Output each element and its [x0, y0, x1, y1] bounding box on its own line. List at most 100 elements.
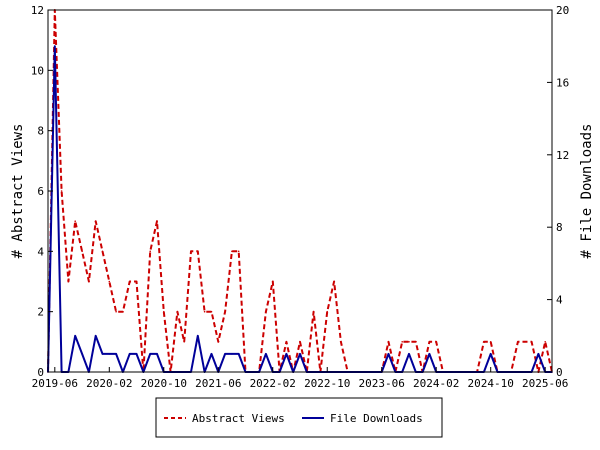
- data-point-abstract-views: [237, 250, 240, 253]
- y-left-tick-label: 12: [31, 4, 44, 17]
- data-point-abstract-views: [197, 250, 199, 253]
- data-point-abstract-views: [128, 280, 131, 283]
- y-left-tick-label: 6: [37, 185, 44, 198]
- y-right-tick-label: 4: [556, 294, 563, 307]
- data-point-abstract-views: [530, 341, 533, 343]
- data-point-abstract-views: [387, 341, 390, 343]
- data-point-file-downloads: [387, 353, 390, 355]
- y-right-tick-label: 12: [556, 149, 569, 162]
- data-point-abstract-views: [224, 310, 226, 313]
- data-point-abstract-views: [401, 341, 404, 343]
- data-point-abstract-views: [94, 220, 97, 222]
- legend-box: [155, 397, 443, 438]
- data-point-abstract-views: [428, 341, 431, 343]
- data-point-abstract-views: [312, 310, 315, 313]
- x-tick-label: 2022-02: [250, 377, 296, 390]
- data-point-file-downloads: [149, 353, 151, 355]
- data-point-abstract-views: [74, 220, 76, 222]
- legend-label-abstract-views: Abstract Views: [192, 412, 285, 425]
- data-point-file-downloads: [74, 335, 76, 337]
- x-tick-label: 2025-06: [522, 377, 568, 390]
- data-point-abstract-views: [163, 310, 165, 313]
- data-point-abstract-views: [217, 341, 220, 343]
- data-point-file-downloads: [285, 353, 288, 355]
- y-left-axis-title: # Abstract Views: [10, 124, 26, 259]
- x-tick-label: 2024-02: [413, 377, 459, 390]
- data-point-abstract-views: [176, 310, 179, 313]
- data-point-abstract-views: [156, 220, 158, 222]
- y-right-tick-label: 16: [556, 76, 569, 89]
- x-tick-label: 2022-10: [304, 377, 350, 390]
- data-point-abstract-views: [544, 341, 546, 343]
- data-point-file-downloads: [81, 353, 83, 355]
- data-point-file-downloads: [265, 353, 267, 355]
- data-point-abstract-views: [203, 310, 206, 313]
- data-point-file-downloads: [108, 353, 111, 355]
- ticks-layer: 0 2 4 6 8 10 12 0 4 8 12 16 20 2019-06 2020-02 2020-10 2…: [31, 4, 570, 390]
- data-point-file-downloads: [128, 353, 131, 355]
- data-point-abstract-views: [101, 250, 104, 253]
- data-point-abstract-views: [524, 341, 526, 343]
- data-point-file-downloads: [237, 353, 240, 355]
- x-tick-label: 2020-02: [86, 377, 132, 390]
- data-point-abstract-views: [489, 341, 492, 343]
- data-point-abstract-views: [122, 310, 124, 313]
- y-left-tick-label: 0: [37, 366, 44, 379]
- y-right-tick-label: 20: [556, 4, 569, 17]
- x-tick-label: 2021-06: [195, 377, 241, 390]
- y-left-tick-label: 8: [37, 125, 44, 138]
- data-point-file-downloads: [156, 353, 158, 355]
- data-point-abstract-views: [231, 250, 233, 253]
- data-point-abstract-views: [183, 341, 185, 343]
- data-point-abstract-views: [340, 341, 342, 343]
- data-point-file-downloads: [299, 353, 301, 355]
- data-point-abstract-views: [190, 250, 192, 253]
- data-point-abstract-views: [210, 310, 213, 313]
- data-point-abstract-views: [326, 310, 329, 313]
- legend-label-file-downloads: File Downloads: [330, 412, 423, 425]
- data-point-file-downloads: [94, 335, 97, 337]
- y-left-tick-label: 4: [37, 245, 44, 258]
- data-point-file-downloads: [135, 353, 138, 355]
- data-point-abstract-views: [285, 341, 288, 343]
- y-left-tick-label: 2: [37, 306, 44, 319]
- data-point-abstract-views: [60, 190, 63, 192]
- x-tick-label: 2023-06: [359, 377, 405, 390]
- data-point-abstract-views: [272, 280, 274, 283]
- data-point-file-downloads: [115, 353, 117, 355]
- plot-area: [48, 10, 552, 372]
- data-point-file-downloads: [54, 45, 56, 47]
- y-left-tick-label: 10: [31, 64, 44, 77]
- data-point-file-downloads: [197, 335, 199, 337]
- data-point-abstract-views: [415, 341, 417, 343]
- data-point-abstract-views: [265, 310, 267, 313]
- data-point-abstract-views: [299, 341, 301, 343]
- data-point-abstract-views: [435, 341, 438, 343]
- data-point-file-downloads: [210, 353, 213, 355]
- data-point-abstract-views: [108, 280, 111, 283]
- data-point-abstract-views: [149, 250, 151, 253]
- y-right-tick-label: 8: [556, 221, 563, 234]
- legend: Abstract Views File Downloads: [155, 397, 443, 438]
- data-point-file-downloads: [537, 353, 540, 355]
- data-point-abstract-views: [517, 341, 519, 343]
- data-point-abstract-views: [483, 341, 485, 343]
- data-point-file-downloads: [224, 353, 226, 355]
- data-point-file-downloads: [408, 353, 410, 355]
- data-point-file-downloads: [489, 353, 492, 355]
- data-point-abstract-views: [88, 280, 90, 283]
- data-point-abstract-views: [115, 310, 117, 313]
- y-right-tick-label: 0: [556, 366, 563, 379]
- x-tick-label: 2020-10: [141, 377, 187, 390]
- data-point-file-downloads: [428, 353, 431, 355]
- data-point-abstract-views: [67, 280, 70, 283]
- y-right-axis-title: # File Downloads: [579, 124, 595, 259]
- data-point-abstract-views: [333, 280, 335, 283]
- x-tick-label: 2024-10: [468, 377, 514, 390]
- data-point-abstract-views: [408, 341, 410, 343]
- data-point-file-downloads: [231, 353, 233, 355]
- data-point-abstract-views: [135, 280, 138, 283]
- data-point-file-downloads: [101, 353, 104, 355]
- data-point-abstract-views: [81, 250, 83, 253]
